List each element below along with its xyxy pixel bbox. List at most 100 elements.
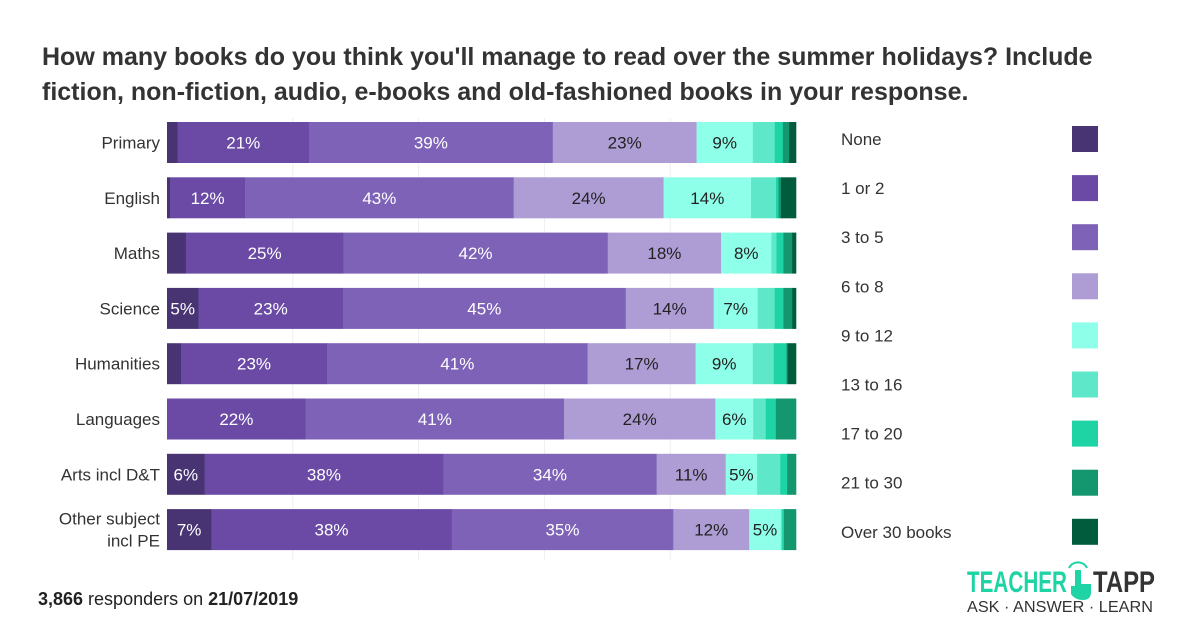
category-label: English — [104, 189, 160, 208]
bar-segment — [167, 398, 306, 440]
bar-segment — [782, 122, 790, 163]
bar-segment — [778, 177, 782, 219]
bar-segment — [663, 177, 752, 219]
bar-segment — [656, 453, 726, 495]
logo-word2: TAPP — [1093, 566, 1155, 599]
chart-title: How many books do you think you'll manag… — [42, 43, 1093, 106]
data-label: 34% — [533, 465, 567, 484]
responders-footer: 3,866 responders on 21/07/2019 — [38, 589, 298, 610]
bar-segment — [305, 398, 565, 440]
bar-segment — [783, 287, 793, 329]
bar-segment — [774, 287, 784, 329]
bar-segment — [751, 177, 777, 219]
bar-segment — [167, 453, 205, 495]
legend-swatch — [1072, 273, 1098, 300]
data-label: 11% — [675, 465, 708, 484]
data-label: 39% — [414, 134, 448, 153]
data-label: 14% — [653, 299, 687, 318]
category-label: Arts incl D&T — [61, 465, 160, 484]
bar-segment — [715, 398, 754, 440]
bar-segment — [786, 343, 789, 385]
legend-swatch — [1072, 469, 1098, 496]
bar-segment — [753, 398, 767, 440]
bar-segment — [713, 287, 758, 329]
data-label: 12% — [694, 521, 728, 540]
legend-label: 3 to 5 — [841, 228, 884, 247]
bar-segment — [327, 343, 588, 385]
bar-segment — [787, 343, 797, 385]
bar-segment — [783, 509, 797, 551]
bar-segment — [170, 177, 246, 219]
bar-segment — [696, 122, 754, 163]
data-label: 5% — [753, 521, 778, 540]
legend-swatch — [1072, 126, 1098, 152]
legend-label: 13 to 16 — [841, 376, 902, 395]
bar-segment — [198, 287, 344, 329]
bar-segment — [775, 398, 797, 440]
data-label: 24% — [572, 189, 606, 208]
bar-segment — [773, 343, 787, 385]
data-label: 6% — [174, 465, 199, 484]
bar-segment — [564, 398, 716, 440]
bar-segment — [757, 287, 775, 329]
survey-date: 21/07/2019 — [208, 589, 299, 609]
data-label: 9% — [712, 355, 737, 374]
category-label: Maths — [114, 244, 160, 263]
data-label: 38% — [315, 521, 349, 540]
data-label: 35% — [545, 521, 579, 540]
legend-label: 6 to 8 — [841, 277, 884, 296]
data-label: 17% — [625, 355, 659, 374]
data-label: 14% — [690, 189, 724, 208]
data-label: 23% — [608, 134, 642, 153]
bar-segment — [552, 122, 697, 163]
data-label: 25% — [248, 244, 282, 263]
bar-segment — [587, 343, 696, 385]
data-label: 21% — [226, 134, 260, 153]
bar-segment — [774, 122, 784, 163]
bar-segment — [180, 343, 328, 385]
bar-segment — [749, 509, 782, 551]
legend-swatch — [1072, 518, 1098, 545]
hand-tap-icon — [1068, 561, 1091, 600]
data-label: 43% — [362, 189, 396, 208]
bar-segment — [721, 232, 772, 274]
bar-segment — [625, 287, 714, 329]
category-label: Other subject — [59, 510, 160, 529]
data-label: 7% — [723, 299, 748, 318]
data-label: 7% — [177, 521, 202, 540]
bar-segment — [725, 453, 758, 495]
legend-swatch — [1072, 224, 1098, 251]
category-label: Humanities — [75, 355, 160, 374]
category-label: Languages — [76, 410, 160, 429]
bar-segment — [167, 287, 199, 329]
bar-segment — [776, 177, 779, 219]
bar-segment — [771, 232, 777, 274]
legend-label: None — [841, 130, 882, 149]
data-label: 41% — [418, 410, 452, 429]
bar-segment — [343, 232, 609, 274]
legend-swatch — [1072, 175, 1098, 202]
data-label: 18% — [647, 244, 681, 263]
logo-tagline: ASK · ANSWER · LEARN — [967, 599, 1153, 616]
teacher-tapp-logo: TEACHER TAPP ASK · ANSWER · LEARN — [967, 561, 1155, 616]
legend-swatch — [1072, 420, 1098, 447]
bar-segment — [245, 177, 514, 219]
data-label: 24% — [623, 410, 657, 429]
bar-segment — [204, 453, 444, 495]
bar-segment — [695, 343, 754, 385]
data-label: 42% — [459, 244, 493, 263]
bar-segment — [443, 453, 657, 495]
data-label: 9% — [712, 134, 737, 153]
data-label: 5% — [170, 299, 195, 318]
legend-swatch — [1072, 371, 1098, 398]
bar-segment — [177, 122, 310, 163]
bar-segment — [342, 287, 627, 329]
bar-segment — [167, 122, 178, 163]
logo-word1: TEACHER — [967, 566, 1067, 599]
data-label: 5% — [729, 465, 754, 484]
data-label: 12% — [191, 189, 225, 208]
legend-label: Over 30 books — [841, 523, 952, 542]
legend-label: 17 to 20 — [841, 425, 902, 444]
bar-segment — [789, 122, 797, 163]
